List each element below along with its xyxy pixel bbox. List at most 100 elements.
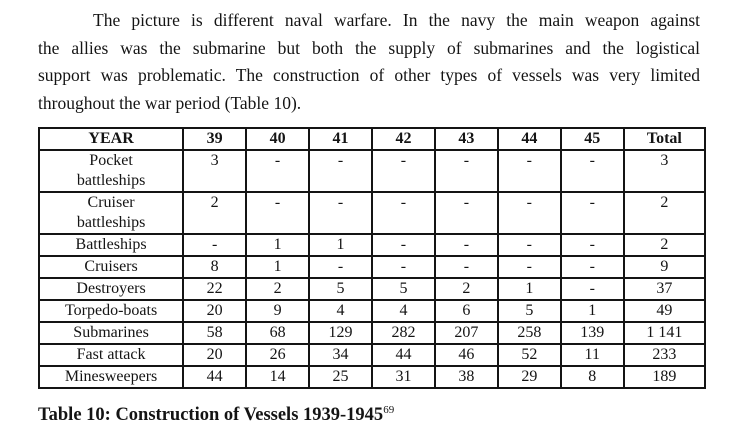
value-cell: 2 bbox=[182, 191, 248, 235]
row-label-cell: Destroyers bbox=[37, 277, 185, 301]
value-cell: 5 bbox=[370, 277, 436, 301]
header-cell: 44 bbox=[496, 127, 562, 151]
value-cell: - bbox=[496, 149, 562, 193]
value-cell: - bbox=[308, 191, 373, 235]
value-cell: 189 bbox=[622, 365, 707, 389]
value-cell: 34 bbox=[308, 343, 373, 367]
value-cell: 38 bbox=[433, 365, 499, 389]
value-cell: 139 bbox=[559, 321, 625, 345]
value-cell: 2 bbox=[622, 233, 707, 257]
row-label-cell: Submarines bbox=[37, 321, 185, 345]
value-cell: 14 bbox=[245, 365, 311, 389]
header-cell: 42 bbox=[370, 127, 436, 151]
value-cell: 2 bbox=[245, 277, 311, 301]
value-cell: 129 bbox=[308, 321, 373, 345]
paragraph-line: support was problematic. The constructio… bbox=[38, 65, 700, 85]
table-row: Destroyers 22 2 5 5 2 1-37 bbox=[37, 277, 707, 301]
value-cell: - bbox=[433, 255, 499, 279]
value-cell: 52 bbox=[496, 343, 562, 367]
header-cell: 43 bbox=[433, 127, 499, 151]
value-cell: 4 bbox=[370, 299, 436, 323]
value-cell: 49 bbox=[622, 299, 707, 323]
value-cell: - bbox=[308, 149, 373, 193]
value-cell: 3 bbox=[622, 149, 707, 193]
footnote-ref: 69 bbox=[383, 403, 395, 416]
paragraph-line: the allies was the submarine but both th… bbox=[38, 37, 700, 58]
value-cell: 44 bbox=[182, 365, 248, 389]
paragraph: The picture is different naval warfare. … bbox=[38, 7, 700, 117]
value-cell: 1 bbox=[496, 277, 562, 301]
value-cell: - bbox=[433, 191, 499, 235]
value-cell: - bbox=[370, 255, 436, 279]
value-cell: - bbox=[559, 191, 625, 235]
value-cell: - bbox=[559, 255, 625, 279]
value-cell: 26 bbox=[245, 343, 311, 367]
value-cell: 11 bbox=[559, 343, 625, 367]
value-cell: - bbox=[370, 191, 436, 235]
value-cell: - bbox=[433, 149, 499, 193]
table-row: Submarines 58 68 129 282 207 258 139 1 141 bbox=[37, 321, 707, 345]
table-header-row: YEAR 39 40 41 42 43 44 45 Total bbox=[37, 127, 707, 151]
value-cell: - bbox=[245, 191, 311, 235]
value-cell: 31 bbox=[370, 365, 436, 389]
value-cell: - bbox=[370, 149, 436, 193]
vessels-table: YEAR 39 40 41 42 43 44 45 Total Pocket battleshi… bbox=[37, 127, 707, 389]
table-body: Pocket battleships 3- - - - - -3 Cruiser battle… bbox=[37, 149, 707, 389]
header-cell: 41 bbox=[308, 127, 373, 151]
header-cell: 40 bbox=[245, 127, 311, 151]
value-cell: 1 bbox=[308, 233, 373, 257]
value-cell: - bbox=[245, 149, 311, 193]
value-cell: 9 bbox=[245, 299, 311, 323]
value-cell: 207 bbox=[433, 321, 499, 345]
value-cell: 25 bbox=[308, 365, 373, 389]
row-label-cell: Fast attack bbox=[37, 343, 185, 367]
value-cell: 20 bbox=[182, 299, 248, 323]
row-label-cell: Torpedo-boats bbox=[37, 299, 185, 323]
value-cell: 29 bbox=[496, 365, 562, 389]
value-cell: 37 bbox=[622, 277, 707, 301]
row-label-cell: Minesweepers bbox=[37, 365, 185, 389]
value-cell: 258 bbox=[496, 321, 562, 345]
value-cell: - bbox=[433, 233, 499, 257]
paragraph-line: throughout the war period (Table 10). bbox=[38, 92, 302, 113]
value-cell: 68 bbox=[245, 321, 311, 345]
paragraph-line: The picture is different naval warfare. … bbox=[93, 10, 700, 30]
value-cell: 3 bbox=[182, 149, 248, 193]
value-cell: 1 bbox=[245, 255, 311, 279]
value-cell: 6 bbox=[433, 299, 499, 323]
value-cell: 20 bbox=[182, 343, 248, 367]
value-cell: 58 bbox=[182, 321, 248, 345]
value-cell: 233 bbox=[622, 343, 707, 367]
value-cell: - bbox=[496, 255, 562, 279]
row-label-cell: Battleships bbox=[37, 233, 185, 257]
value-cell: 5 bbox=[496, 299, 562, 323]
table-row: Battleships -1 1- - - -2 bbox=[37, 233, 707, 257]
value-cell: 1 bbox=[559, 299, 625, 323]
value-cell: 4 bbox=[308, 299, 373, 323]
value-cell: - bbox=[370, 233, 436, 257]
header-cell: 39 bbox=[182, 127, 248, 151]
table-caption-text: Table 10: Construction of Vessels 1939-1… bbox=[38, 405, 384, 425]
value-cell: 8 bbox=[559, 365, 625, 389]
value-cell: - bbox=[308, 255, 373, 279]
value-cell: 46 bbox=[433, 343, 499, 367]
table-row: Fast attack 20 26 34 44 46 52 11 233 bbox=[37, 343, 707, 367]
row-label-cell: Pocket battleships bbox=[37, 149, 185, 193]
value-cell: - bbox=[182, 233, 248, 257]
year-header-cell: YEAR bbox=[37, 127, 185, 151]
value-cell: - bbox=[559, 149, 625, 193]
table-row: Minesweepers 44 14 25 31 38 29 8 189 bbox=[37, 365, 707, 389]
table-row: Torpedo-boats 20 9 4 4 6 5 1 49 bbox=[37, 299, 707, 323]
value-cell: 1 bbox=[245, 233, 311, 257]
value-cell: 22 bbox=[182, 277, 248, 301]
value-cell: - bbox=[496, 233, 562, 257]
value-cell: - bbox=[559, 233, 625, 257]
table-row: Cruisers 8 1- - - - -9 bbox=[37, 255, 707, 279]
value-cell: 8 bbox=[182, 255, 248, 279]
row-label-cell: Cruisers bbox=[37, 255, 185, 279]
value-cell: 2 bbox=[622, 191, 707, 235]
table-row: Cruiser battleships 2- - - - - -2 bbox=[37, 191, 707, 235]
header-cell: Total bbox=[622, 127, 707, 151]
table-row: Pocket battleships 3- - - - - -3 bbox=[37, 149, 707, 193]
